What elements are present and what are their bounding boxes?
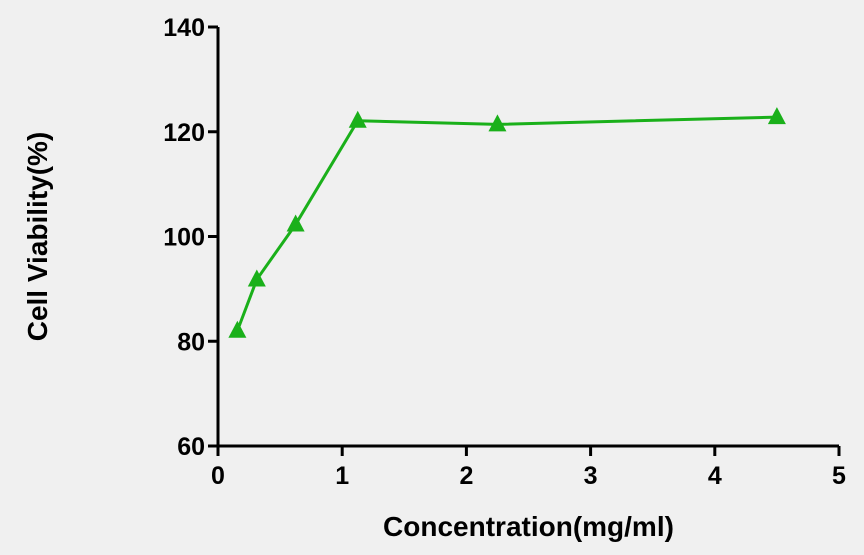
y-tick-label-100: 100 <box>163 224 205 252</box>
x-tick-label-5: 5 <box>832 462 846 490</box>
y-tick-label-80: 80 <box>177 328 205 356</box>
data-point-0-5 <box>767 107 786 125</box>
x-ticks: 0 1 2 3 4 5 <box>211 446 846 490</box>
x-tick-label-0: 0 <box>211 462 225 490</box>
data-point-0-0 <box>228 320 247 338</box>
x-axis-title: Concentration(mg/ml) <box>383 511 674 542</box>
x-tick-label-2: 2 <box>459 462 473 490</box>
plot-area <box>228 107 786 338</box>
y-ticks: 60 80 100 120 140 <box>163 14 218 461</box>
x-tick-label-4: 4 <box>708 462 722 490</box>
data-point-0-1 <box>247 269 266 287</box>
data-point-0-2 <box>286 214 305 232</box>
y-axis-title: Cell Viability(%) <box>22 132 53 342</box>
y-tick-label-60: 60 <box>177 433 205 461</box>
y-tick-label-140: 140 <box>163 14 205 42</box>
data-point-0-4 <box>488 114 507 132</box>
x-tick-label-3: 3 <box>584 462 598 490</box>
axes <box>216 27 839 448</box>
x-tick-label-1: 1 <box>335 462 349 490</box>
series-line-0 <box>235 115 777 332</box>
y-tick-label-120: 120 <box>163 119 205 147</box>
data-point-0-3 <box>348 110 367 128</box>
